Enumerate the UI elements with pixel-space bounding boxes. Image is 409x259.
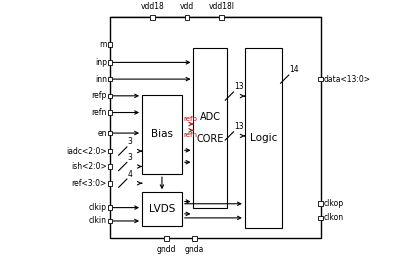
Text: vdd: vdd — [180, 2, 194, 11]
Text: iadc<2:0>: iadc<2:0> — [66, 147, 107, 156]
Bar — [317, 77, 322, 81]
Text: 13: 13 — [234, 82, 243, 91]
Text: refn: refn — [91, 108, 107, 117]
Text: en: en — [97, 128, 107, 138]
Text: refp: refp — [91, 91, 107, 100]
Text: clkon: clkon — [323, 213, 343, 222]
Text: refn: refn — [183, 132, 197, 139]
Bar — [107, 164, 112, 169]
Bar — [110, 17, 320, 239]
Text: vdd18: vdd18 — [140, 2, 164, 11]
Text: clkop: clkop — [323, 199, 343, 208]
Text: 14: 14 — [289, 66, 298, 75]
Text: ref<3:0>: ref<3:0> — [72, 179, 107, 188]
Bar — [317, 202, 322, 206]
Text: CORE: CORE — [196, 134, 223, 144]
Text: 3: 3 — [127, 138, 132, 146]
Text: inn: inn — [94, 75, 107, 84]
Bar — [317, 215, 322, 220]
Text: data<13:0>: data<13:0> — [323, 75, 370, 84]
Bar — [164, 236, 169, 241]
Bar — [107, 93, 112, 98]
Bar — [219, 15, 223, 20]
Text: m: m — [99, 40, 107, 49]
Bar — [244, 48, 281, 228]
Text: Logic: Logic — [249, 133, 276, 143]
Text: clkin: clkin — [89, 217, 107, 226]
Bar — [142, 192, 182, 226]
Bar — [107, 131, 112, 135]
Text: refp: refp — [183, 116, 197, 122]
Bar — [107, 181, 112, 185]
Text: 3: 3 — [127, 153, 132, 162]
Text: ish<2:0>: ish<2:0> — [71, 162, 107, 171]
Text: clkip: clkip — [89, 203, 107, 212]
Bar — [150, 15, 154, 20]
Text: 4: 4 — [127, 170, 132, 178]
Bar — [107, 219, 112, 223]
Text: gnda: gnda — [184, 245, 204, 254]
Text: gndd: gndd — [156, 245, 176, 254]
Bar — [107, 77, 112, 81]
Text: ADC: ADC — [199, 112, 220, 122]
Text: LVDS: LVDS — [148, 204, 175, 214]
Text: vdd18l: vdd18l — [208, 2, 234, 11]
Bar — [107, 149, 112, 153]
Text: 13: 13 — [234, 122, 243, 131]
Bar — [107, 42, 112, 47]
Bar — [192, 236, 197, 241]
Bar — [107, 60, 112, 65]
Text: Bias: Bias — [151, 129, 173, 139]
Bar — [142, 95, 182, 174]
Bar — [107, 205, 112, 210]
Bar — [184, 15, 189, 20]
Bar — [107, 110, 112, 115]
Bar — [193, 48, 226, 208]
Text: inp: inp — [94, 58, 107, 67]
